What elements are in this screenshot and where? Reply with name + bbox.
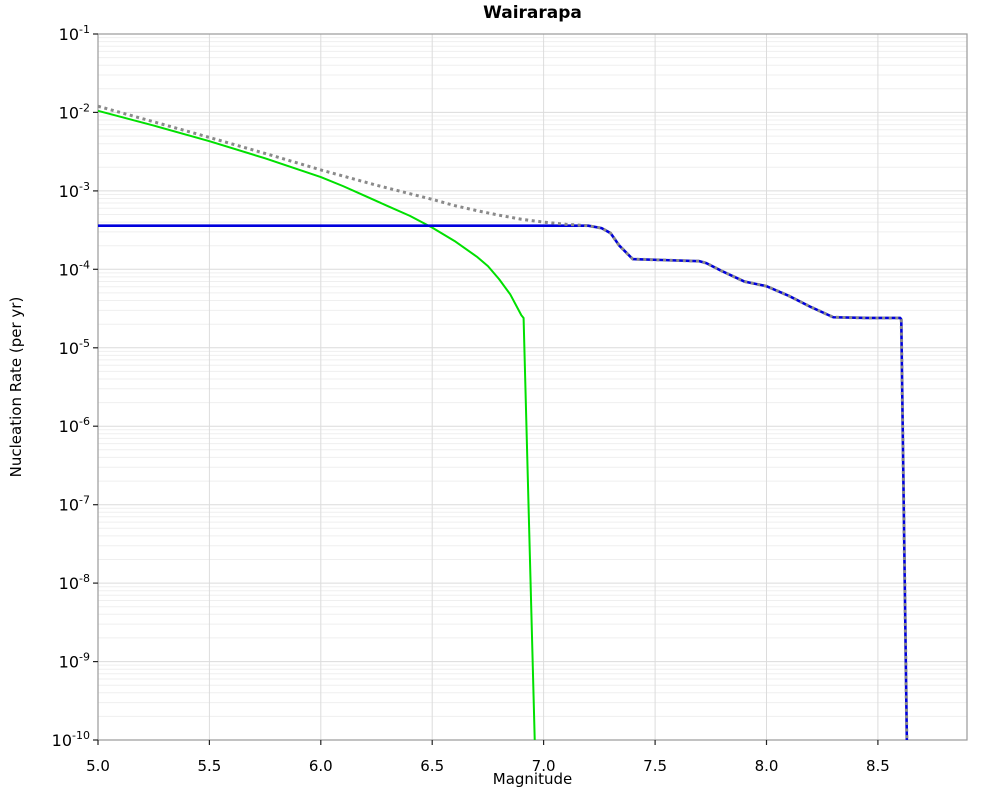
x-tick-label: 6.5 — [420, 757, 444, 775]
axis-ticks — [93, 33, 879, 745]
chart-title: Wairarapa — [483, 3, 582, 23]
y-tick-label: 10-8 — [59, 572, 90, 593]
y-tick-label: 10-7 — [59, 494, 90, 515]
y-tick-label: 10-1 — [59, 23, 90, 44]
x-tick-label: 8.5 — [866, 757, 890, 775]
y-tick-label: 10-10 — [52, 729, 90, 750]
y-tick-label: 10-6 — [59, 415, 90, 436]
x-tick-label: 7.0 — [532, 757, 556, 775]
y-tick-label: 10-5 — [59, 337, 90, 358]
y-tick-labels: 10-1 10-2 10-3 10-4 10-5 10-6 10-7 10-8 10-9 10-1… — [52, 23, 90, 750]
gray-dotted-curve — [97, 104, 909, 741]
y-tick-label: 10-4 — [59, 258, 90, 279]
x-tick-label: 6.0 — [309, 757, 333, 775]
y-minor-gridlines — [98, 37, 967, 717]
x-gridlines — [208, 34, 879, 740]
plot-border — [97, 33, 968, 741]
x-tick-label: 5.0 — [86, 757, 110, 775]
x-tick-label: 7.5 — [643, 757, 667, 775]
y-axis-title: Nucleation Rate (per yr) — [7, 296, 25, 478]
x-tick-labels: 5.0 5.5 6.0 6.5 7.0 7.5 8.0 8.5 — [86, 757, 890, 775]
y-tick-label: 10-9 — [59, 651, 90, 672]
x-axis-title: Magnitude — [492, 770, 573, 788]
x-tick-label: 5.5 — [197, 757, 221, 775]
x-tick-label: 8.0 — [755, 757, 779, 775]
y-tick-label: 10-3 — [59, 180, 90, 201]
green-curve — [97, 109, 536, 741]
y-major-gridlines — [98, 111, 967, 663]
blue-curve — [98, 224, 909, 741]
y-tick-label: 10-2 — [59, 101, 90, 122]
